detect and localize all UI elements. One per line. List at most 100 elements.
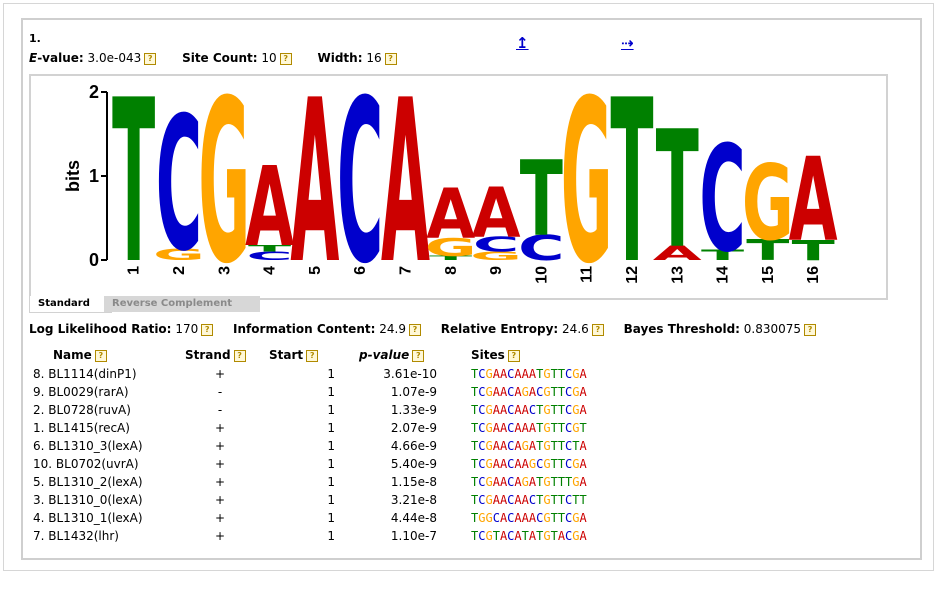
x-tick-label: 14 — [715, 266, 732, 284]
site-pvalue: 4.44e-8 — [390, 511, 437, 525]
logo-letter-A: A — [789, 133, 838, 267]
sequence-logo: 0 1 2 bits T 1 G C 2 G 3 C T A 4 A 5 C 6 A 7 T G A 8 G C A 9 C T 10 G 11 T… — [29, 52, 888, 313]
help-icon[interactable]: ? — [144, 53, 157, 65]
help-icon[interactable]: ? — [279, 53, 292, 65]
logo-letter-A: A — [290, 76, 339, 298]
llr-label: Log Likelihood Ratio: — [29, 322, 172, 336]
logo-letter-C: C — [699, 114, 745, 285]
table-row: 1. BL1415(recA) +1 2.07e-9 TCGAACAAATGTTCGT — [29, 419, 675, 437]
y-tick-label: 1 — [89, 166, 99, 186]
logo-letter-T: T — [792, 235, 836, 267]
tab-reverse-complement[interactable]: Reverse Complement — [104, 296, 260, 312]
help-icon[interactable]: ? — [306, 350, 319, 362]
site-name: 2. BL0728(ruvA) — [33, 403, 131, 417]
logo-letter-C: C — [156, 78, 202, 292]
site-name: 3. BL1310_0(lexA) — [33, 493, 143, 507]
site-name: 9. BL0029(rarA) — [33, 385, 129, 399]
site-strand: + — [214, 367, 226, 381]
evalue-stat: E-value: 3.0e-043? — [29, 51, 157, 65]
logo-letter-C: C — [246, 249, 292, 262]
help-icon[interactable]: ? — [384, 53, 397, 65]
site-pvalue: 1.10e-7 — [390, 529, 437, 543]
help-icon[interactable]: ? — [412, 350, 425, 362]
x-tick-label: 4 — [262, 266, 279, 275]
x-tick-label: 12 — [624, 266, 641, 284]
table-row: 4. BL1310_1(lexA) +1 4.44e-8 TGGCACAAACGTTC… — [29, 509, 675, 527]
tab-standard[interactable]: Standard — [29, 296, 112, 313]
site-name: 4. BL1310_1(lexA) — [33, 511, 143, 525]
logo-letter-C: C — [337, 76, 383, 298]
site-strand: + — [214, 421, 226, 435]
logo-letter-G: G — [742, 144, 794, 265]
nav-next-link[interactable]: ⇢ — [621, 34, 634, 52]
site-sequence: TCGAACAAATGTTCGT — [471, 421, 587, 435]
col-sites-header: Sites? — [441, 345, 675, 365]
site-count-stat: Site Count: 10? — [182, 51, 292, 65]
help-icon[interactable]: ? — [94, 350, 107, 362]
site-sequence: TCGAACAACTGTTCGA — [471, 403, 587, 417]
logo-letter-A: A — [245, 144, 294, 271]
width-value: 16 — [366, 51, 382, 65]
y-tick-label: 0 — [89, 250, 99, 270]
logo-letter-G: G — [425, 233, 477, 262]
logo-letter-G: G — [470, 249, 522, 262]
site-pvalue: 5.40e-9 — [390, 457, 437, 471]
site-count-value: 10 — [261, 51, 277, 65]
ic-stat: Information Content: 24.9? — [233, 322, 421, 336]
site-start: 1 — [327, 475, 335, 489]
ic-value: 24.9 — [379, 322, 406, 336]
results-panel: 1. ↥ ⇢ E-value: 3.0e-043? Site Count: 10… — [3, 3, 934, 571]
site-name: 5. BL1310_2(lexA) — [33, 475, 143, 489]
site-strand: + — [214, 457, 226, 471]
site-strand: - — [217, 385, 223, 399]
table-row: 10. BL0702(uvrA) +1 5.40e-9 TCGAACAAGCGTTCG… — [29, 455, 675, 473]
site-start: 1 — [327, 367, 335, 381]
site-pvalue: 1.07e-9 — [390, 385, 437, 399]
table-row: 7. BL1432(lhr) +1 1.10e-7 TCGTACATATGTACGA — [29, 527, 675, 545]
logo-letter-G: G — [153, 245, 205, 264]
x-tick-label: 6 — [352, 266, 369, 275]
site-strand: + — [214, 529, 226, 543]
site-pvalue: 4.66e-9 — [390, 439, 437, 453]
y-tick-label: 2 — [89, 82, 99, 102]
site-sequence: TCGAACAAGCGTTCGA — [471, 457, 587, 471]
site-sequence: TCGAACAGATGTTTGA — [471, 475, 587, 489]
site-strand: + — [214, 475, 226, 489]
table-row: 9. BL0029(rarA) - 1 1.07e-9 TCGAACAGACGTTCGA — [29, 383, 675, 401]
llr-value: 170 — [175, 322, 199, 336]
site-sequence: TCGAACAAATGTTCGA — [471, 367, 587, 381]
table-row: 5. BL1310_2(lexA) +1 1.15e-8 TCGAACAGATGTTT… — [29, 473, 675, 491]
width-stat: Width: 16? — [317, 51, 397, 65]
site-pvalue: 2.07e-9 — [390, 421, 437, 435]
help-icon[interactable]: ? — [804, 324, 817, 336]
bt-stat: Bayes Threshold: 0.830075? — [624, 322, 817, 336]
logo-letter-T: T — [112, 76, 155, 298]
help-icon[interactable]: ? — [408, 324, 421, 336]
site-name: 10. BL0702(uvrA) — [33, 457, 139, 471]
logo-letter-T: T — [701, 247, 744, 263]
help-icon[interactable]: ? — [233, 350, 246, 362]
site-start: 1 — [327, 439, 335, 453]
help-icon[interactable]: ? — [201, 324, 214, 336]
x-tick-label: 13 — [669, 266, 686, 284]
x-tick-label: 7 — [397, 266, 414, 275]
x-tick-label: 3 — [216, 266, 233, 275]
help-icon[interactable]: ? — [591, 324, 604, 336]
site-strand: + — [214, 511, 226, 525]
table-row: 8. BL1114(dinP1) +1 3.61e-10 TCGAACAAATGTTC… — [29, 365, 675, 383]
help-icon[interactable]: ? — [507, 350, 520, 362]
site-start: 1 — [327, 493, 335, 507]
x-tick-label: 2 — [171, 266, 188, 275]
site-pvalue: 3.21e-8 — [390, 493, 437, 507]
col-pvalue-header: p-value? — [339, 345, 441, 365]
col-start-header: Start? — [259, 345, 339, 365]
logo-letter-T: T — [248, 243, 291, 254]
re-label: Relative Entropy: — [440, 322, 559, 336]
x-tick-label: 16 — [805, 266, 822, 284]
logo-letter-A: A — [472, 173, 521, 253]
width-label: Width: — [317, 51, 363, 65]
logo-letter-T: T — [610, 76, 653, 298]
nav-up-link[interactable]: ↥ — [516, 34, 529, 52]
table-row: 3. BL1310_0(lexA) +1 3.21e-8 TCGAACAACTGTTC… — [29, 491, 675, 509]
